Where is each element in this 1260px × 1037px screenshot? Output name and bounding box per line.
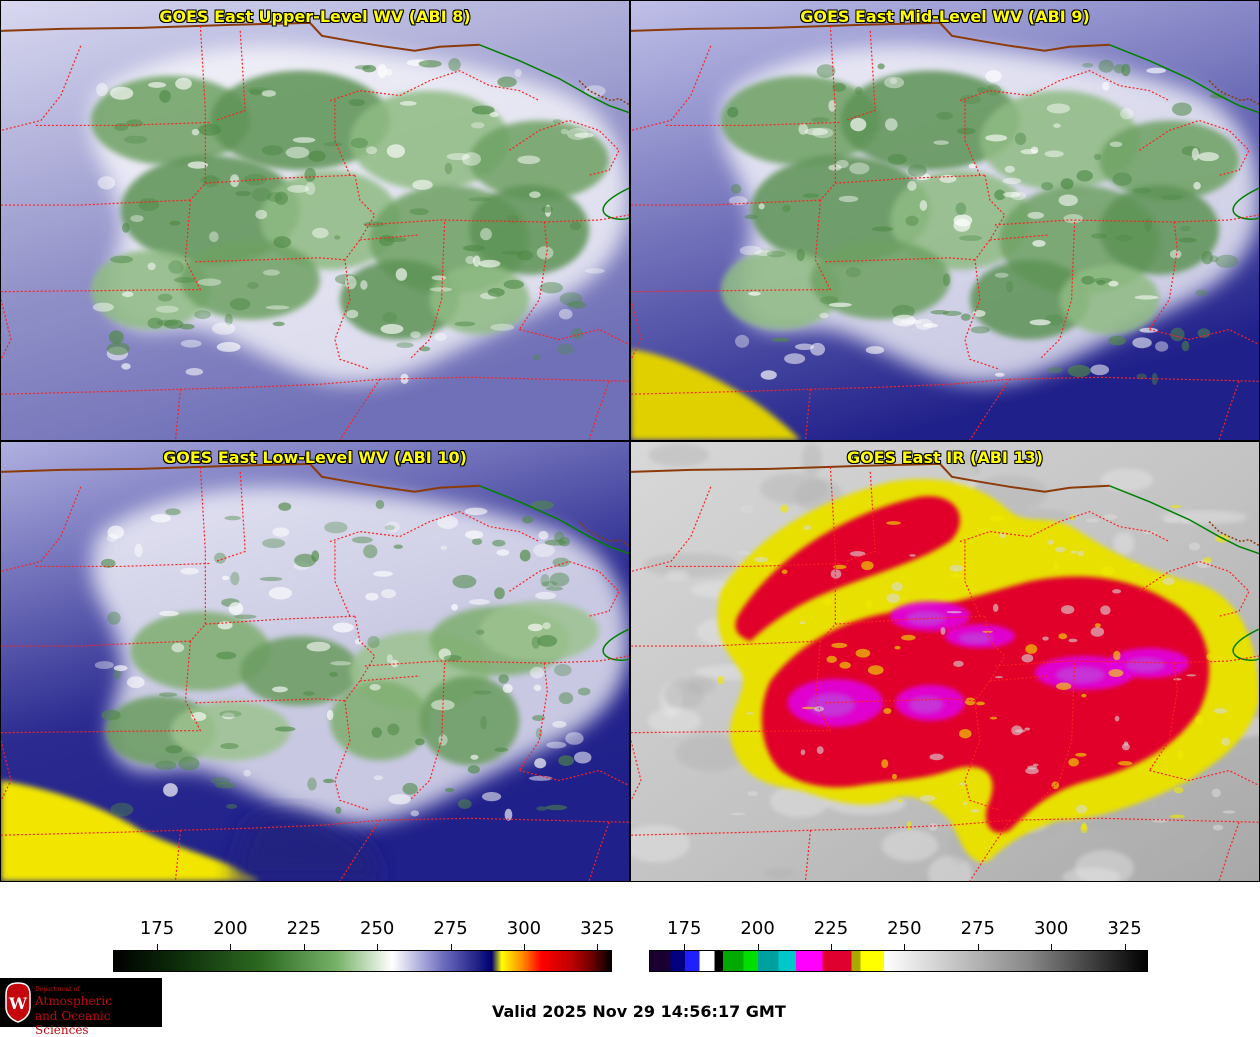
logo-line-3: and Oceanic Sciences — [35, 1009, 111, 1037]
colorbar-tick-label: 250 — [887, 918, 922, 939]
panel-low-level-wv: GOES East Low-Level WV (ABI 10) — [0, 441, 630, 882]
political-borders — [1, 462, 629, 881]
colorbar-tick-mark — [904, 944, 906, 950]
colorbar-tick-label: 225 — [286, 918, 321, 939]
cloud-region — [90, 75, 251, 166]
colorbar-tick-mark — [230, 944, 232, 950]
cloud-region — [750, 155, 931, 265]
panel-mid-level-wv: GOES East Mid-Level WV (ABI 9) — [630, 0, 1260, 441]
cloud-region — [469, 185, 590, 275]
colorbar-wv-bar — [113, 950, 612, 972]
cloud-region — [339, 259, 460, 340]
panel-upper-level-wv: GOES East Upper-Level WV (ABI 8) — [0, 0, 630, 441]
colorbar-tick-mark — [1051, 944, 1053, 950]
map-ir — [631, 442, 1259, 881]
colorbar-tick-mark — [977, 944, 979, 950]
colorbar-ir: 175 200 225 250 275 300 325 — [649, 918, 1148, 976]
colorbar-tick-mark — [377, 944, 379, 950]
cloud-region — [429, 264, 530, 335]
cloud-region — [969, 259, 1090, 340]
cloud-region — [720, 75, 881, 166]
colorbar-tick-label: 175 — [139, 918, 175, 939]
cloud-region — [1099, 185, 1220, 275]
panel-title: GOES East Mid-Level WV (ABI 9) — [800, 7, 1090, 26]
cloud-region — [180, 239, 320, 320]
colorbar-tick-mark — [757, 944, 759, 950]
cloud-region — [810, 239, 950, 320]
cloud-region — [479, 601, 600, 662]
colorbar-tick-label: 225 — [813, 918, 849, 939]
cloud-region — [90, 249, 211, 330]
colorbar-ticks: 175 200 225 250 275 300 325 — [649, 918, 1148, 960]
cloud-region — [240, 636, 360, 706]
map-mid-level-wv — [631, 1, 1259, 440]
cloud-region — [329, 680, 430, 761]
cloud-region — [419, 675, 520, 766]
aos-logo: W Department of Atmospheric and Oceanic … — [0, 978, 162, 1037]
panel-title: GOES East Upper-Level WV (ABI 8) — [159, 7, 471, 26]
cloud-region — [349, 90, 510, 191]
colorbar-tick-mark — [157, 944, 159, 950]
colorbar-tick-label: 275 — [433, 918, 468, 939]
colorbar-tick-label: 300 — [1033, 918, 1069, 939]
logo-letter: W — [8, 994, 28, 1013]
colorbar-tick-label: 200 — [740, 918, 775, 939]
logo-line-2: Atmospheric — [35, 994, 112, 1008]
cloud-region — [979, 90, 1140, 191]
map-low-level-wv — [1, 442, 629, 881]
colorbar-ir-bar — [649, 950, 1148, 972]
colorbar-tick-label: 175 — [667, 918, 702, 939]
cloud-region — [840, 70, 1020, 171]
cloud-region — [1099, 120, 1240, 201]
colorbar-tick-label: 325 — [580, 918, 615, 939]
uw-crest-icon: W — [5, 982, 31, 1023]
colorbar-tick-mark — [450, 944, 452, 950]
panel-title: GOES East Low-Level WV (ABI 10) — [163, 448, 467, 467]
colorbar-tick-label: 275 — [960, 918, 995, 939]
cloud-region — [120, 155, 301, 265]
colorbar-tick-mark — [830, 944, 832, 950]
colorbar-tick-mark — [597, 944, 599, 950]
political-borders — [631, 21, 1259, 440]
valid-time: Valid 2025 Nov 29 14:56:17 GMT — [492, 1002, 786, 1021]
panel-title: GOES East IR (ABI 13) — [846, 448, 1044, 467]
cloud-region — [1059, 264, 1160, 335]
colorbar-ticks: 175 200 225 250 275 300 325 — [113, 918, 615, 960]
cloud-region — [130, 611, 271, 691]
cloud-region — [720, 249, 841, 330]
map-upper-level-wv — [1, 1, 629, 440]
colorbar-wv: 175 200 225 250 275 300 325 — [113, 918, 615, 976]
ir-red-region — [735, 496, 960, 642]
colorbar-tick-mark — [684, 944, 686, 950]
colorbar-tick-label: 200 — [213, 918, 248, 939]
colorbar-tick-label: 325 — [1107, 918, 1142, 939]
cloud-region — [210, 70, 390, 171]
dry-slot — [1, 780, 261, 881]
logo-line-1: Department of — [35, 986, 80, 993]
panel-ir: GOES East IR (ABI 13) — [630, 441, 1260, 882]
colorbar-tick-mark — [523, 944, 525, 950]
colorbar-tick-label: 250 — [359, 918, 395, 939]
colorbar-tick-mark — [1124, 944, 1126, 950]
political-borders — [1, 21, 629, 440]
ir-red-region — [761, 576, 1210, 833]
cloud-region — [260, 170, 400, 270]
colorbar-tick-mark — [303, 944, 305, 950]
dry-slot — [631, 349, 801, 440]
colorbar-tick-label: 300 — [506, 918, 542, 939]
